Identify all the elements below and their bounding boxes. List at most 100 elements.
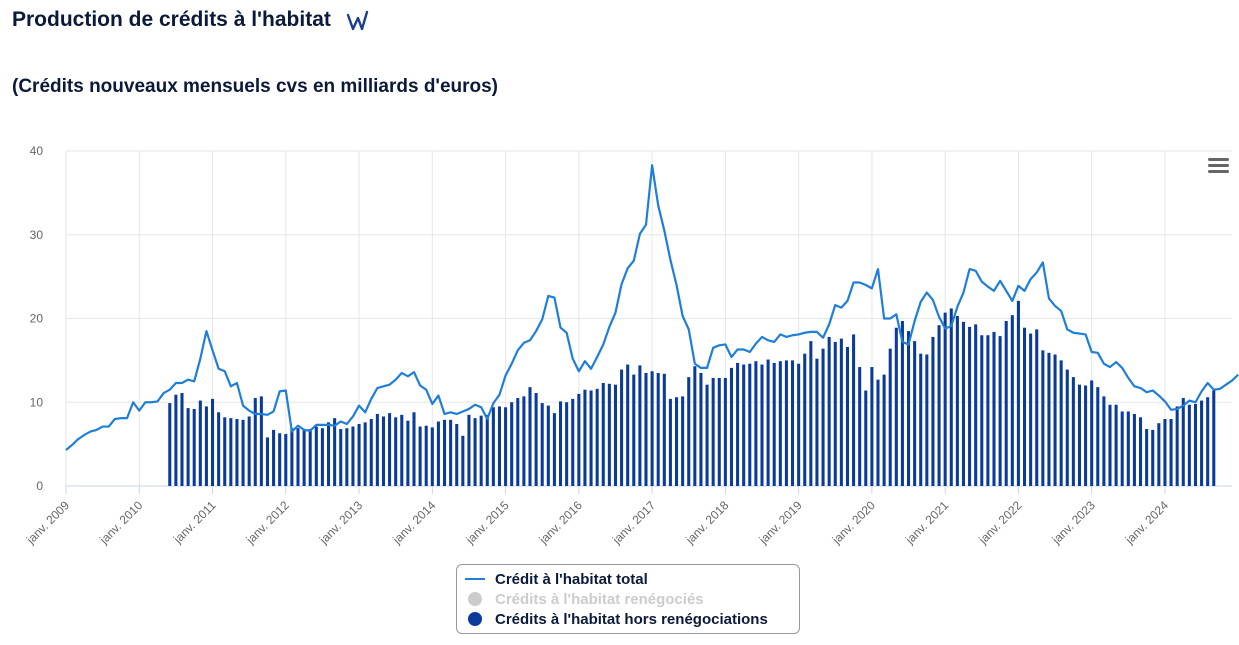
bar-hors-renegociations[interactable] [308,429,312,486]
bar-hors-renegociations[interactable] [931,336,935,486]
bar-hors-renegociations[interactable] [632,374,636,486]
bar-hors-renegociations[interactable] [638,365,642,486]
legend-item-renegocies[interactable]: Crédits à l'habitat renégociés [465,589,791,609]
bar-hors-renegociations[interactable] [864,390,868,486]
bar-hors-renegociations[interactable] [528,387,532,486]
bar-hors-renegociations[interactable] [791,360,795,487]
bar-hors-renegociations[interactable] [876,379,880,486]
bar-hors-renegociations[interactable] [742,364,746,486]
bar-hors-renegociations[interactable] [327,422,331,486]
bar-hors-renegociations[interactable] [1084,385,1088,487]
bar-hors-renegociations[interactable] [949,308,953,486]
bar-hors-renegociations[interactable] [571,398,575,486]
bar-hors-renegociations[interactable] [418,426,422,486]
bar-hors-renegociations[interactable] [815,358,819,486]
bar-hors-renegociations[interactable] [998,336,1002,486]
bar-hors-renegociations[interactable] [858,367,862,486]
bar-hors-renegociations[interactable] [1047,352,1051,486]
bar-hors-renegociations[interactable] [241,419,245,486]
bar-hors-renegociations[interactable] [406,420,410,486]
bar-hors-renegociations[interactable] [223,417,227,486]
bar-hors-renegociations[interactable] [626,364,630,486]
bar-hors-renegociations[interactable] [516,398,520,486]
bar-hors-renegociations[interactable] [772,362,776,486]
bar-hors-renegociations[interactable] [388,413,392,486]
bar-hors-renegociations[interactable] [1065,369,1069,486]
bar-hors-renegociations[interactable] [717,377,721,486]
bar-hors-renegociations[interactable] [803,353,807,486]
bar-hors-renegociations[interactable] [589,390,593,486]
bar-hors-renegociations[interactable] [1053,354,1057,486]
bar-hors-renegociations[interactable] [253,398,257,486]
bar-hors-renegociations[interactable] [296,428,300,486]
bar-hors-renegociations[interactable] [900,321,904,486]
bar-hors-renegociations[interactable] [699,372,703,486]
bar-hors-renegociations[interactable] [1004,321,1008,486]
bar-hors-renegociations[interactable] [186,408,190,486]
bar-hors-renegociations[interactable] [613,384,617,486]
bar-hors-renegociations[interactable] [974,324,978,486]
bar-hors-renegociations[interactable] [259,396,263,486]
bar-hors-renegociations[interactable] [1023,327,1027,486]
bar-hors-renegociations[interactable] [510,402,514,486]
bar-hors-renegociations[interactable] [913,341,917,486]
bar-hors-renegociations[interactable] [479,415,483,486]
bar-hors-renegociations[interactable] [1090,380,1094,486]
bar-hors-renegociations[interactable] [1206,397,1210,486]
bar-hors-renegociations[interactable] [894,327,898,486]
bar-hors-renegociations[interactable] [833,341,837,486]
bar-hors-renegociations[interactable] [1157,423,1161,486]
bar-hors-renegociations[interactable] [1077,384,1081,486]
bar-hors-renegociations[interactable] [1102,396,1106,486]
bar-hors-renegociations[interactable] [1114,404,1118,486]
bar-hors-renegociations[interactable] [412,412,416,486]
bar-hors-renegociations[interactable] [400,414,404,486]
bar-hors-renegociations[interactable] [211,398,215,486]
bar-hors-renegociations[interactable] [559,401,563,486]
bar-hors-renegociations[interactable] [650,371,654,486]
bar-hors-renegociations[interactable] [168,403,172,486]
line-series-total[interactable] [65,164,1239,451]
bar-hors-renegociations[interactable] [333,418,337,486]
bar-hors-renegociations[interactable] [534,393,538,486]
bar-hors-renegociations[interactable] [809,341,813,486]
bar-hors-renegociations[interactable] [192,408,196,486]
legend-item-total[interactable]: Crédit à l'habitat total [465,569,791,589]
bar-hors-renegociations[interactable] [302,429,306,486]
bar-hors-renegociations[interactable] [992,331,996,486]
bar-hors-renegociations[interactable] [1029,333,1033,486]
bar-hors-renegociations[interactable] [314,426,318,486]
bar-hors-renegociations[interactable] [595,388,599,486]
bar-hors-renegociations[interactable] [290,428,294,486]
bar-hors-renegociations[interactable] [1175,406,1179,486]
bar-hors-renegociations[interactable] [601,382,605,486]
hamburger-menu-icon[interactable] [1208,157,1230,177]
bar-hors-renegociations[interactable] [497,406,501,486]
bar-hors-renegociations[interactable] [620,369,624,486]
bar-hors-renegociations[interactable] [681,396,685,486]
bar-hors-renegociations[interactable] [1126,411,1130,486]
bar-hors-renegociations[interactable] [449,419,453,486]
bar-hors-renegociations[interactable] [943,312,947,486]
bar-hors-renegociations[interactable] [357,424,361,486]
bar-hors-renegociations[interactable] [1071,377,1075,487]
bar-hors-renegociations[interactable] [711,377,715,486]
bar-hors-renegociations[interactable] [870,367,874,486]
bar-hors-renegociations[interactable] [748,363,752,486]
bar-hors-renegociations[interactable] [723,377,727,486]
bar-hors-renegociations[interactable] [1169,419,1173,486]
bar-hors-renegociations[interactable] [284,434,288,486]
bar-hors-renegociations[interactable] [247,416,251,486]
bar-hors-renegociations[interactable] [754,361,758,486]
bar-hors-renegociations[interactable] [668,398,672,486]
bar-hors-renegociations[interactable] [656,372,660,486]
bar-hors-renegociations[interactable] [235,419,239,486]
bar-hors-renegociations[interactable] [1200,400,1204,486]
bar-hors-renegociations[interactable] [552,413,556,486]
bar-hors-renegociations[interactable] [766,359,770,486]
bar-hors-renegociations[interactable] [1151,429,1155,486]
bar-hors-renegociations[interactable] [1181,398,1185,486]
bar-hors-renegociations[interactable] [729,367,733,486]
bar-hors-renegociations[interactable] [827,336,831,486]
bar-hors-renegociations[interactable] [937,325,941,486]
